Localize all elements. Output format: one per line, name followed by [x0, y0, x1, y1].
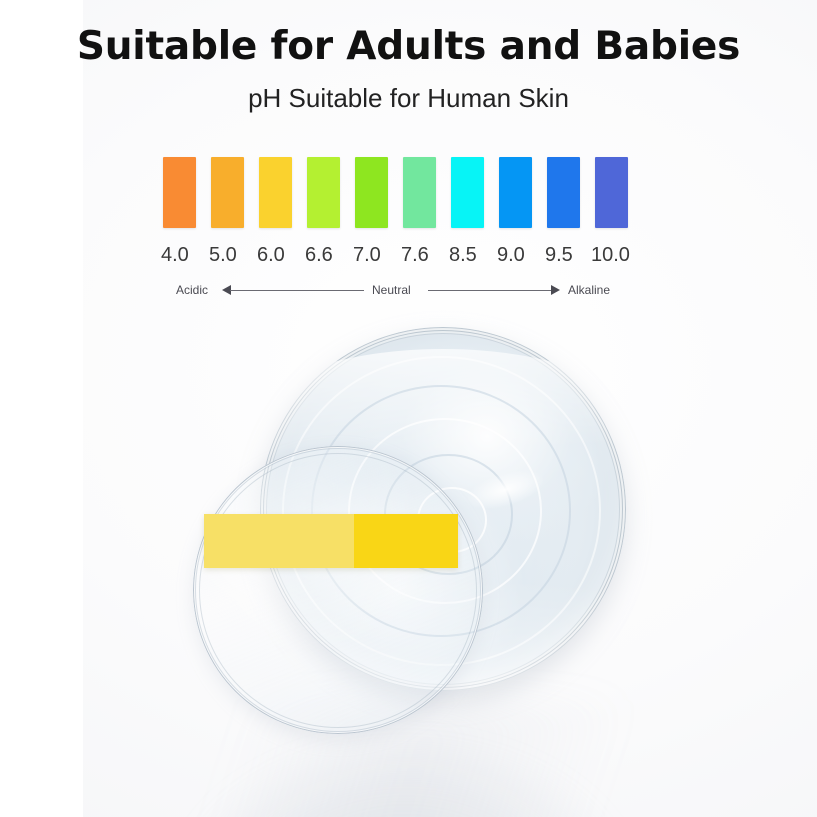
ph-swatch-9-0 [499, 157, 532, 228]
ph-swatch-5-0 [211, 157, 244, 228]
ph-swatch-7-6 [403, 157, 436, 228]
range-label-neutral: Neutral [372, 283, 411, 297]
range-label-alkaline: Alkaline [568, 283, 611, 297]
ph-swatch-row [163, 157, 655, 228]
page-title: Suitable for Adults and Babies [76, 24, 741, 69]
petri-dish-small-inner-rim [199, 453, 477, 728]
range-label-acidic: Acidic [176, 283, 209, 297]
arrow-right-icon [551, 285, 560, 295]
range-line-left [230, 290, 364, 291]
ph-label-8-5: 8.5 [449, 244, 477, 266]
ph-swatch-4-0 [163, 157, 196, 228]
ph-label-6-6: 6.6 [305, 244, 333, 266]
page-subtitle: pH Suitable for Human Skin [248, 83, 569, 113]
arrow-left-icon [222, 285, 231, 295]
ph-label-9-0: 9.0 [497, 244, 525, 266]
ph-test-strip [204, 514, 458, 568]
ph-label-6-0: 6.0 [257, 244, 285, 266]
ph-label-7-0: 7.0 [353, 244, 381, 266]
background-panel-left [0, 0, 83, 817]
ph-label-row: 4.0 5.0 6.0 6.6 7.0 7.6 8.5 9.0 9.5 10.0 [161, 244, 655, 274]
ph-label-10-0: 10.0 [591, 244, 630, 266]
photo-light-cast [95, 700, 735, 817]
ph-swatch-6-6 [307, 157, 340, 228]
ph-swatch-10-0 [595, 157, 628, 228]
ph-label-4-0: 4.0 [161, 244, 189, 266]
ph-test-strip-pad-right [354, 514, 458, 568]
petri-dish-small [193, 446, 483, 734]
ph-swatch-7-0 [355, 157, 388, 228]
ph-label-5-0: 5.0 [209, 244, 237, 266]
ph-swatch-6-0 [259, 157, 292, 228]
ph-range-indicator: Acidic Neutral Alkaline [176, 282, 642, 300]
range-line-right [428, 290, 558, 291]
product-photo [0, 310, 817, 817]
ph-label-7-6: 7.6 [401, 244, 429, 266]
photo-drop-shadow [180, 690, 680, 817]
ph-scale: 4.0 5.0 6.0 6.6 7.0 7.6 8.5 9.0 9.5 10.0 [161, 157, 655, 307]
ph-label-9-5: 9.5 [545, 244, 573, 266]
ph-test-strip-pad-left [204, 514, 354, 568]
ph-swatch-9-5 [547, 157, 580, 228]
ph-swatch-8-5 [451, 157, 484, 228]
